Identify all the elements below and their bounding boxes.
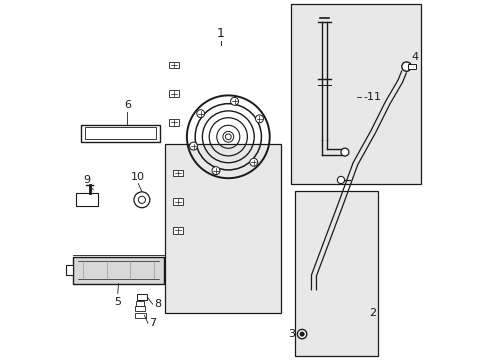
Circle shape: [196, 110, 204, 118]
Text: 1: 1: [217, 27, 224, 40]
Bar: [72, 257, 164, 284]
Circle shape: [299, 332, 304, 336]
Bar: [76, 193, 98, 206]
Circle shape: [189, 142, 197, 150]
Circle shape: [249, 158, 257, 166]
Bar: [407, 64, 415, 69]
Bar: [66, 265, 72, 275]
Circle shape: [134, 192, 149, 208]
Text: 3: 3: [288, 329, 295, 339]
Bar: [165, 144, 280, 313]
Text: 4: 4: [410, 52, 417, 62]
Bar: [169, 62, 179, 68]
Circle shape: [230, 98, 238, 105]
Circle shape: [337, 176, 344, 184]
Text: -11: -11: [363, 92, 381, 102]
Bar: [291, 4, 420, 184]
Bar: [169, 119, 179, 126]
Circle shape: [255, 115, 263, 123]
Text: 6: 6: [124, 100, 131, 110]
Text: 10: 10: [131, 172, 145, 182]
Bar: [172, 170, 183, 176]
Bar: [135, 306, 144, 311]
Circle shape: [297, 329, 306, 339]
Text: 9: 9: [83, 175, 90, 185]
Bar: [294, 191, 377, 356]
Circle shape: [225, 134, 231, 140]
Text: 8: 8: [154, 299, 162, 309]
Circle shape: [401, 62, 410, 71]
Bar: [172, 227, 183, 234]
Bar: [137, 294, 146, 300]
Bar: [134, 313, 145, 318]
Bar: [172, 198, 183, 205]
Bar: [81, 125, 160, 142]
Text: 5: 5: [114, 297, 121, 307]
Text: 7: 7: [149, 318, 156, 328]
Text: 2: 2: [368, 308, 375, 318]
Bar: [85, 127, 155, 139]
Bar: [169, 90, 179, 97]
Circle shape: [212, 167, 220, 175]
Bar: [136, 301, 144, 306]
Circle shape: [340, 148, 348, 156]
